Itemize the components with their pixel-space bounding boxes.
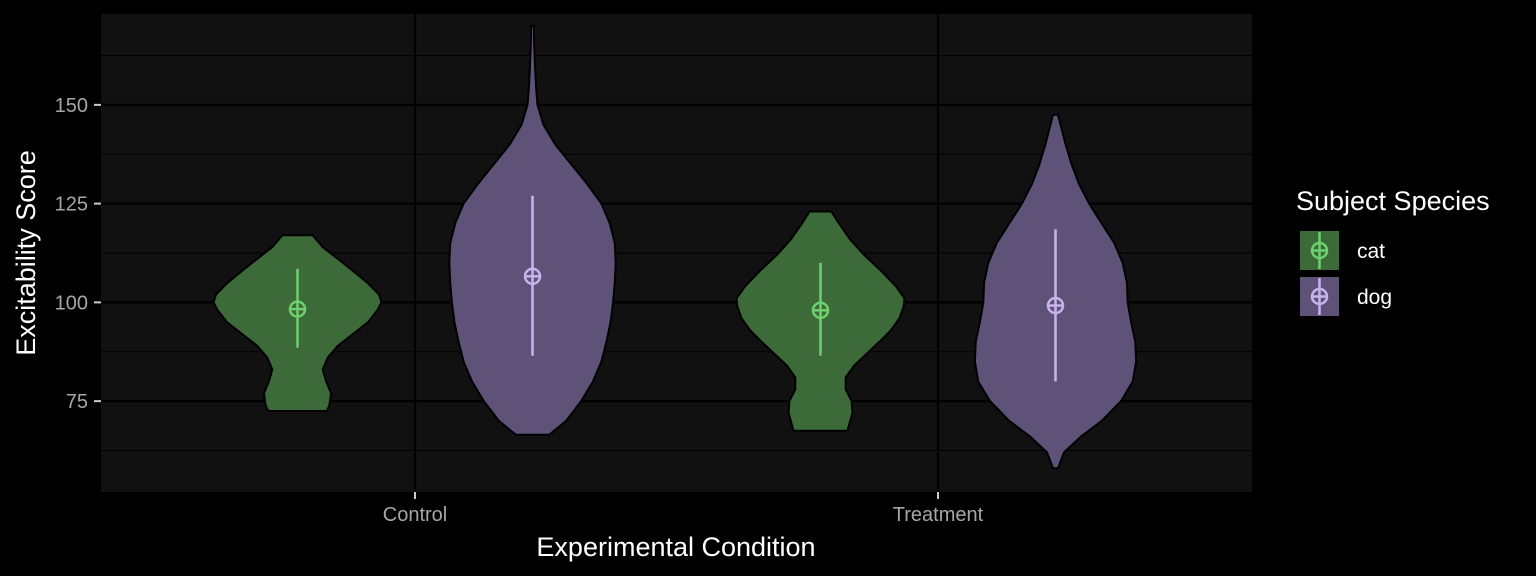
legend: Subject Species cat dog [1296, 186, 1490, 316]
x-axis-title: Experimental Condition [536, 532, 815, 562]
y-tick-label: 100 [55, 292, 88, 314]
axes: 75 100 125 150 Control Treatment [55, 95, 984, 526]
x-tick-label: Treatment [893, 504, 984, 526]
x-tick-label: Control [383, 504, 447, 526]
legend-title: Subject Species [1296, 186, 1490, 216]
violins [212, 24, 1138, 470]
legend-label-cat: cat [1357, 240, 1385, 263]
y-tick-label: 125 [55, 194, 88, 216]
y-tick-label: 150 [55, 95, 88, 117]
legend-label-dog: dog [1357, 286, 1392, 309]
y-axis-title: Excitability Score [11, 150, 41, 356]
y-tick-label: 75 [66, 391, 88, 413]
